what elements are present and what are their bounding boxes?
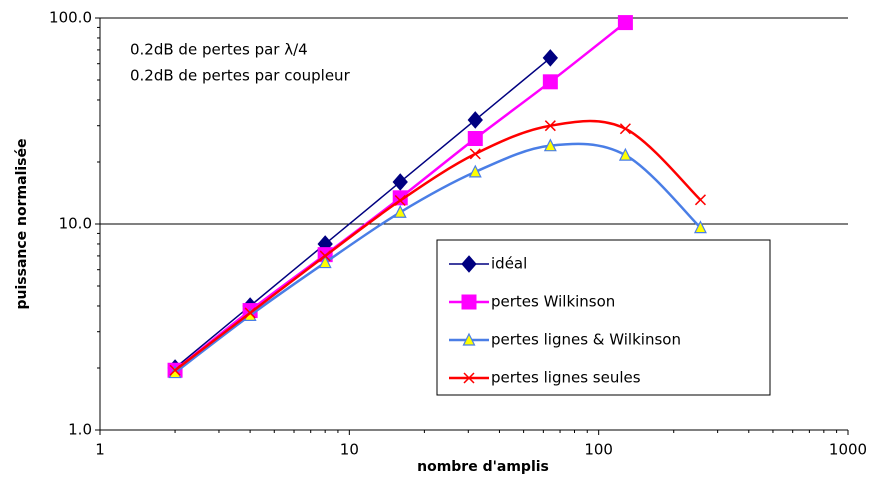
marker <box>617 15 633 31</box>
marker <box>542 74 558 90</box>
marker <box>392 173 408 191</box>
marker <box>693 220 707 234</box>
marker <box>463 372 475 384</box>
y-tick-label: 10.0 <box>59 215 92 233</box>
marker <box>694 194 706 206</box>
x-axis-title: nombre d'amplis <box>417 459 549 475</box>
marker <box>461 255 477 273</box>
marker <box>469 148 481 160</box>
marker <box>319 250 331 262</box>
series-line <box>174 57 551 369</box>
x-tick-label: 1 <box>95 441 105 459</box>
marker <box>169 364 181 376</box>
marker <box>544 120 556 132</box>
marker <box>468 164 482 178</box>
marker <box>462 332 476 346</box>
annotation: 0.2dB de pertes par coupleur <box>130 67 351 85</box>
legend-box <box>436 239 771 396</box>
marker <box>543 138 557 152</box>
marker <box>461 294 477 310</box>
marker <box>318 255 332 269</box>
legend-label: idéal <box>491 255 527 273</box>
y-tick-label: 100.0 <box>49 9 92 27</box>
marker <box>467 131 483 147</box>
marker <box>542 49 559 67</box>
marker <box>393 204 407 218</box>
x-tick-label: 10 <box>340 441 359 459</box>
marker <box>619 123 631 135</box>
y-tick-label: 1.0 <box>68 421 92 439</box>
legend-label: pertes lignes seules <box>491 369 641 387</box>
legend-label: pertes Wilkinson <box>491 293 615 311</box>
y-axis-title: puissance normalisée <box>14 139 30 310</box>
marker <box>618 147 632 161</box>
marker <box>244 307 256 319</box>
annotation: 0.2dB de pertes par λ/4 <box>130 41 308 59</box>
x-tick-label: 1000 <box>829 441 867 459</box>
legend-label: pertes lignes & Wilkinson <box>491 331 681 349</box>
marker <box>392 190 408 206</box>
x-tick-label: 100 <box>584 441 613 459</box>
marker <box>467 111 483 129</box>
marker <box>394 194 406 207</box>
